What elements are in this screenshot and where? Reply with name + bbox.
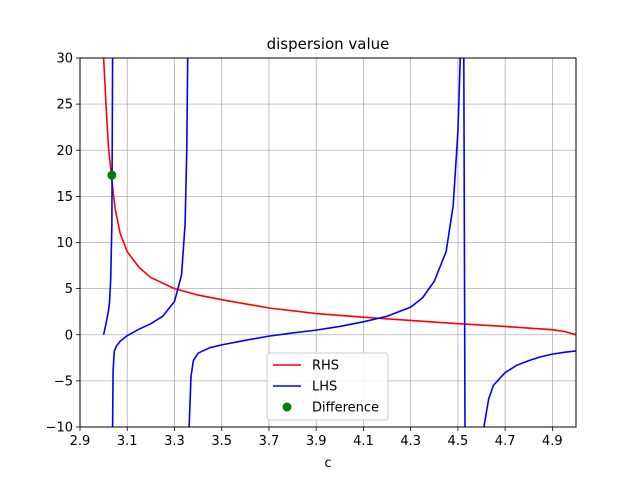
lhs-line-segment-2 xyxy=(111,58,189,427)
legend-box xyxy=(266,352,389,421)
y-tick-label: 0 xyxy=(65,328,73,343)
x-tick-label: 4.7 xyxy=(495,434,516,449)
x-tick-label: 4.9 xyxy=(542,434,563,449)
y-tick-label: 25 xyxy=(56,98,73,113)
chart-title: dispersion value xyxy=(267,35,390,53)
lhs-line-segment-5 xyxy=(483,350,576,427)
legend-rhs-label: RHS xyxy=(312,359,339,374)
y-tick-label: −10 xyxy=(46,421,73,436)
lhs-line-segment-4 xyxy=(463,58,466,427)
legend-difference-label: Difference xyxy=(312,401,379,416)
y-tick-label: 15 xyxy=(56,190,73,205)
y-tick-label: 10 xyxy=(56,236,73,251)
y-axis: −10 −5 0 5 10 15 20 25 30 xyxy=(46,52,80,436)
legend: RHS LHS Difference xyxy=(266,352,389,421)
y-tick-label: 20 xyxy=(56,144,73,159)
x-tick-label: 4.5 xyxy=(448,434,469,449)
x-tick-label: 4.1 xyxy=(353,434,374,449)
y-tick-label: 5 xyxy=(65,282,73,297)
x-tick-label: 3.1 xyxy=(117,434,138,449)
lhs-line-segment-3 xyxy=(188,58,462,427)
x-tick-label: 3.5 xyxy=(211,434,232,449)
plot-area xyxy=(102,58,576,427)
x-tick-label: 4.3 xyxy=(400,434,421,449)
x-tick-label: 2.9 xyxy=(70,434,91,449)
x-tick-label: 3.3 xyxy=(164,434,185,449)
legend-lhs-label: LHS xyxy=(312,380,337,395)
legend-difference-marker xyxy=(282,402,292,412)
x-axis: 2.9 3.1 3.3 3.5 3.7 3.9 4.1 4.3 4.5 4.7 4.9 xyxy=(70,427,563,449)
x-axis-label: c xyxy=(324,456,331,471)
x-tick-label: 3.7 xyxy=(259,434,280,449)
y-tick-label: −5 xyxy=(54,374,73,389)
difference-point xyxy=(107,170,117,180)
x-tick-label: 3.9 xyxy=(306,434,327,449)
lhs-line-segment-1 xyxy=(102,58,114,335)
y-tick-label: 30 xyxy=(56,52,73,67)
